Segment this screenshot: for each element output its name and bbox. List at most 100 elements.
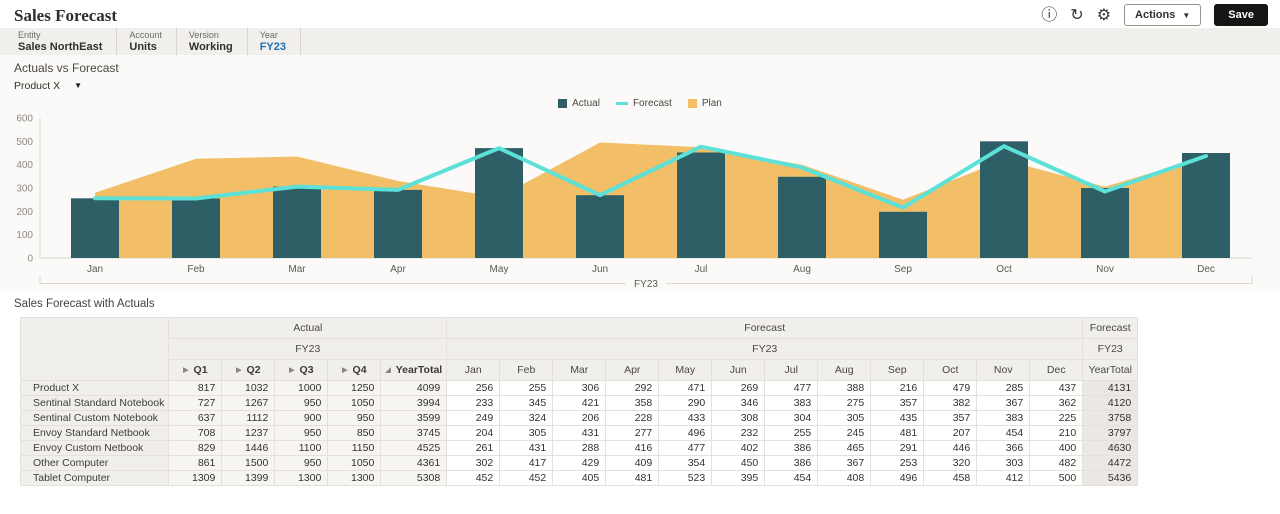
grid-cell[interactable]: 345 <box>499 395 554 411</box>
year-header[interactable]: FY23 <box>168 338 448 360</box>
grid-cell[interactable]: 320 <box>923 455 978 471</box>
grid-cell[interactable]: 386 <box>764 455 819 471</box>
grid-cell[interactable]: 3758 <box>1082 410 1139 426</box>
grid-cell[interactable]: 523 <box>658 470 713 486</box>
grid-cell[interactable]: 3797 <box>1082 425 1139 441</box>
grid-cell[interactable]: 416 <box>605 440 660 456</box>
grid-cell[interactable]: 950 <box>274 425 329 441</box>
column-header-q1[interactable]: ▶ Q1 <box>168 359 223 381</box>
grid-cell[interactable]: 324 <box>499 410 554 426</box>
grid-cell[interactable]: 206 <box>552 410 607 426</box>
grid-cell[interactable]: 5436 <box>1082 470 1139 486</box>
column-header-aug[interactable]: Aug <box>817 359 872 381</box>
grid-cell[interactable]: 950 <box>327 410 382 426</box>
grid-cell[interactable]: 4361 <box>380 455 448 471</box>
grid-cell[interactable]: 433 <box>658 410 713 426</box>
grid-cell[interactable]: 357 <box>870 395 925 411</box>
row-header-product[interactable]: Sentinal Custom Notebook <box>19 410 170 426</box>
expand-collapsed-icon[interactable]: ▶ <box>236 367 242 374</box>
grid-cell[interactable]: 829 <box>168 440 223 456</box>
grid-cell[interactable]: 1000 <box>274 380 329 396</box>
grid-cell[interactable]: 225 <box>1029 410 1084 426</box>
grid-cell[interactable]: 4630 <box>1082 440 1139 456</box>
grid-cell[interactable]: 417 <box>499 455 554 471</box>
grid-cell[interactable]: 306 <box>552 380 607 396</box>
actions-button[interactable]: Actions ▼ <box>1124 4 1202 26</box>
grid-cell[interactable]: 346 <box>711 395 766 411</box>
column-header-feb[interactable]: Feb <box>499 359 554 381</box>
grid-cell[interactable]: 479 <box>923 380 978 396</box>
grid-cell[interactable]: 1032 <box>221 380 276 396</box>
grid-cell[interactable]: 1050 <box>327 455 382 471</box>
grid-cell[interactable]: 496 <box>870 470 925 486</box>
grid-cell[interactable]: 405 <box>552 470 607 486</box>
grid-cell[interactable]: 727 <box>168 395 223 411</box>
product-selector[interactable]: Product X ▼ <box>14 79 82 93</box>
grid-cell[interactable]: 253 <box>870 455 925 471</box>
column-header-oct[interactable]: Oct <box>923 359 978 381</box>
grid-cell[interactable]: 437 <box>1029 380 1084 396</box>
pov-item-entity[interactable]: Entity Sales NorthEast <box>18 28 118 55</box>
column-header-q3[interactable]: ▶ Q3 <box>274 359 329 381</box>
column-header-dec[interactable]: Dec <box>1029 359 1084 381</box>
grid-cell[interactable]: 1150 <box>327 440 382 456</box>
grid-cell[interactable]: 367 <box>817 455 872 471</box>
grid-cell[interactable]: 302 <box>446 455 501 471</box>
refresh-icon[interactable]: ↻ <box>1070 5 1084 24</box>
column-header-may[interactable]: May <box>658 359 713 381</box>
grid-cell[interactable]: 465 <box>817 440 872 456</box>
grid-cell[interactable]: 4131 <box>1082 380 1139 396</box>
row-header-product[interactable]: Sentinal Standard Notebook <box>19 395 170 411</box>
grid-cell[interactable]: 362 <box>1029 395 1084 411</box>
grid-cell[interactable]: 861 <box>168 455 223 471</box>
grid-cell[interactable]: 431 <box>499 440 554 456</box>
grid-cell[interactable]: 481 <box>870 425 925 441</box>
grid-cell[interactable]: 1267 <box>221 395 276 411</box>
grid-cell[interactable]: 305 <box>499 425 554 441</box>
grid-cell[interactable]: 409 <box>605 455 660 471</box>
grid-cell[interactable]: 233 <box>446 395 501 411</box>
grid-cell[interactable]: 3994 <box>380 395 448 411</box>
grid-cell[interactable]: 366 <box>976 440 1031 456</box>
grid-cell[interactable]: 308 <box>711 410 766 426</box>
grid-cell[interactable]: 454 <box>976 425 1031 441</box>
grid-cell[interactable]: 708 <box>168 425 223 441</box>
row-header-product[interactable]: Envoy Standard Netbook <box>19 425 170 441</box>
grid-cell[interactable]: 408 <box>817 470 872 486</box>
grid-cell[interactable]: 4525 <box>380 440 448 456</box>
grid-cell[interactable]: 5308 <box>380 470 448 486</box>
grid-cell[interactable]: 1500 <box>221 455 276 471</box>
grid-cell[interactable]: 383 <box>976 410 1031 426</box>
grid-cell[interactable]: 1300 <box>327 470 382 486</box>
grid-cell[interactable]: 383 <box>764 395 819 411</box>
grid-cell[interactable]: 4120 <box>1082 395 1139 411</box>
grid-cell[interactable]: 304 <box>764 410 819 426</box>
grid-cell[interactable]: 817 <box>168 380 223 396</box>
grid-cell[interactable]: 358 <box>605 395 660 411</box>
grid-cell[interactable]: 291 <box>870 440 925 456</box>
expand-collapsed-icon[interactable]: ▶ <box>183 367 189 374</box>
grid-cell[interactable]: 290 <box>658 395 713 411</box>
grid-cell[interactable]: 204 <box>446 425 501 441</box>
grid-cell[interactable]: 255 <box>764 425 819 441</box>
expand-collapsed-icon[interactable]: ▶ <box>342 367 348 374</box>
grid-cell[interactable]: 357 <box>923 410 978 426</box>
scenario-header[interactable]: Forecast <box>446 317 1084 339</box>
grid-cell[interactable]: 285 <box>976 380 1031 396</box>
grid-cell[interactable]: 950 <box>274 455 329 471</box>
grid-cell[interactable]: 1100 <box>274 440 329 456</box>
grid-cell[interactable]: 292 <box>605 380 660 396</box>
expand-expanded-icon[interactable]: ◢ <box>385 367 391 374</box>
grid-cell[interactable]: 637 <box>168 410 223 426</box>
column-header-yeartotal[interactable]: YearTotal <box>1082 359 1139 381</box>
row-header-product[interactable]: Envoy Custom Netbook <box>19 440 170 456</box>
grid-cell[interactable]: 4099 <box>380 380 448 396</box>
grid-cell[interactable]: 500 <box>1029 470 1084 486</box>
grid-cell[interactable]: 412 <box>976 470 1031 486</box>
year-header[interactable]: FY23 <box>1082 338 1139 360</box>
grid-cell[interactable]: 275 <box>817 395 872 411</box>
grid-cell[interactable]: 481 <box>605 470 660 486</box>
grid-cell[interactable]: 210 <box>1029 425 1084 441</box>
scenario-header[interactable]: Forecast <box>1082 317 1139 339</box>
column-header-sep[interactable]: Sep <box>870 359 925 381</box>
